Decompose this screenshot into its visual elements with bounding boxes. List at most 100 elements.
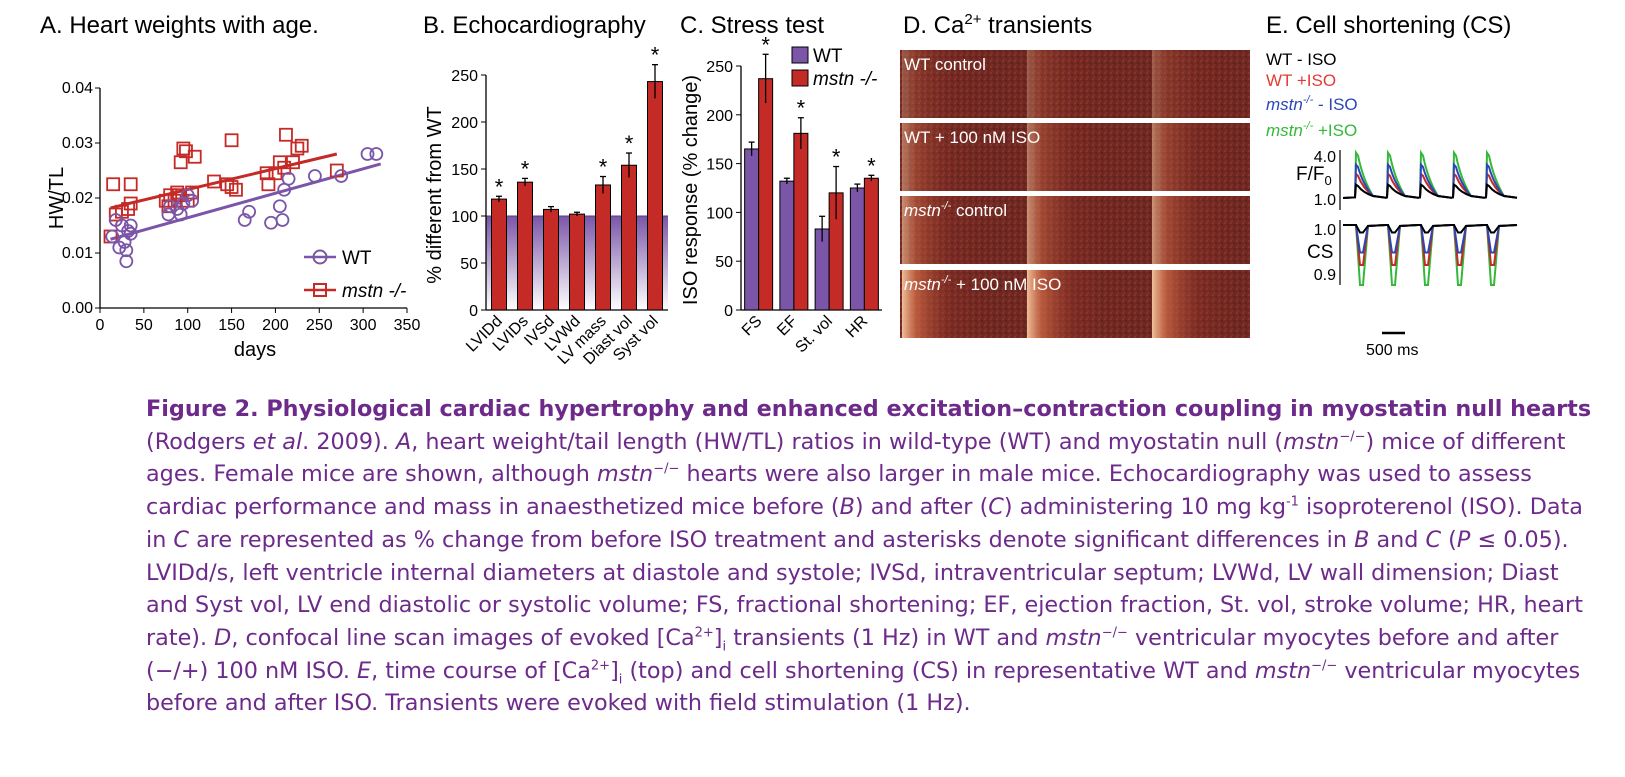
panel-a-xlabel: days bbox=[234, 339, 276, 361]
significance-star: * bbox=[521, 156, 530, 181]
wt-point bbox=[119, 243, 134, 258]
wt-point bbox=[176, 196, 191, 211]
caption-text: isoproterenol (ISO). Data in bbox=[146, 494, 1583, 553]
panel-b: B. Echocardiography % different from WT … bbox=[423, 12, 668, 368]
panel-e-ytick-top-low: 1.0 bbox=[1314, 192, 1336, 209]
calcium-transient bbox=[902, 50, 997, 118]
caption-text: −/− bbox=[1311, 658, 1338, 674]
y-tick-label: 0.04 bbox=[62, 80, 93, 97]
caption-text: , confocal line scan images of evoked [C… bbox=[231, 624, 695, 651]
calcium-transient bbox=[902, 123, 997, 191]
caption-text: B bbox=[839, 494, 855, 521]
legend-wt-swatch bbox=[791, 46, 809, 64]
legend-wt-marker bbox=[312, 249, 328, 265]
bar bbox=[543, 208, 559, 311]
caption-text: are represented as % change from before … bbox=[189, 526, 1355, 553]
legend-wt-label: WT bbox=[813, 46, 843, 67]
wt-point bbox=[360, 147, 375, 161]
caption-text: -1 bbox=[1285, 494, 1299, 510]
calcium-transient bbox=[1152, 50, 1247, 118]
legend-ko-swatch bbox=[791, 69, 809, 87]
y-tick-label: 150 bbox=[451, 162, 478, 179]
y-tick-label: 200 bbox=[706, 108, 733, 125]
caption-text: hearts were also larger in male mice. Ec… bbox=[146, 461, 1532, 521]
shortening-trace bbox=[1343, 224, 1518, 234]
ko-fit-line bbox=[110, 152, 338, 210]
calcium-transient bbox=[1027, 196, 1122, 264]
caption-text: ventricular myocytes before and after IS… bbox=[146, 657, 1581, 717]
panel-b-ylabel: % different from WT bbox=[424, 106, 446, 283]
y-tick-label: 100 bbox=[451, 209, 478, 226]
calcium-transient bbox=[902, 270, 997, 338]
panel-c-legend: WT mstn -/- bbox=[791, 46, 877, 90]
caption-text: (top) and cell shortening (CS) in repres… bbox=[622, 657, 1255, 684]
ko-point bbox=[261, 177, 276, 192]
caption-text: . 2009). bbox=[302, 428, 396, 455]
panel-e-ylabel-bottom: CS bbox=[1307, 242, 1333, 263]
significance-star: * bbox=[599, 155, 608, 180]
linescan-label: mstn-/- + 100 nM ISO bbox=[904, 274, 1061, 294]
caption-text: et al bbox=[252, 428, 303, 455]
bar bbox=[517, 181, 533, 311]
caption-text: ) and after ( bbox=[854, 494, 989, 521]
panel-b-title: B. Echocardiography bbox=[423, 12, 646, 39]
legend-ko-label: mstn -/- bbox=[813, 69, 877, 90]
caption-text: ventricular myocytes before and after (−… bbox=[146, 624, 1559, 684]
caption-text: ) administering 10 mg kg bbox=[1003, 494, 1286, 521]
panel-a: A. Heart weights with age. 0 50 100 150 200 2… bbox=[40, 12, 420, 361]
wt-point bbox=[161, 207, 176, 222]
figure-caption: Figure 2. Physiological cardiac hypertro… bbox=[146, 393, 1606, 720]
ko-point bbox=[207, 174, 221, 189]
x-tick-label: 250 bbox=[306, 317, 333, 334]
wt-point bbox=[264, 215, 278, 230]
wt-point bbox=[123, 218, 138, 233]
caption-text: i bbox=[618, 672, 623, 688]
significance-star: * bbox=[651, 43, 660, 68]
ko-point bbox=[187, 149, 202, 164]
wt-point bbox=[242, 204, 257, 219]
x-tick-label: St. vol bbox=[792, 313, 835, 356]
ko-point bbox=[259, 166, 274, 181]
caption-text: −/− bbox=[653, 461, 680, 477]
significance-star: * bbox=[832, 145, 841, 170]
panel-e-ytick-bottom-high: 1.0 bbox=[1314, 222, 1336, 239]
calcium-trace bbox=[1342, 182, 1518, 199]
y-tick-label: 250 bbox=[706, 59, 733, 76]
bar bbox=[491, 198, 507, 311]
bar-ko bbox=[863, 177, 879, 311]
linescan-row: WT control bbox=[900, 50, 1250, 118]
y-tick-label: 200 bbox=[451, 115, 478, 132]
y-tick-label: 250 bbox=[451, 68, 478, 85]
caption-text: ] bbox=[713, 624, 723, 651]
wt-point bbox=[185, 193, 200, 208]
x-tick-label: 350 bbox=[394, 317, 421, 334]
calcium-transient bbox=[1152, 196, 1247, 264]
panel-e-title: E. Cell shortening (CS) bbox=[1266, 12, 1511, 39]
calcium-transient bbox=[1152, 123, 1247, 191]
scale-bar-label: 500 ms bbox=[1366, 342, 1418, 359]
ko-point bbox=[176, 141, 191, 156]
wt-point bbox=[275, 213, 290, 227]
x-tick-label: 0 bbox=[96, 317, 105, 334]
panel-e-legend: WT - ISO WT +ISO mstn-/- - ISO mstn-/- +… bbox=[1266, 50, 1358, 140]
panel-c-title: C. Stress test bbox=[680, 12, 824, 39]
ko-point bbox=[123, 177, 138, 192]
legend-ko-marker bbox=[313, 283, 327, 297]
significance-star: * bbox=[797, 96, 806, 121]
panel-e: E. Cell shortening (CS) WT - ISO WT +ISO… bbox=[1266, 12, 1518, 359]
y-tick-label: 0 bbox=[724, 303, 733, 320]
panel-a-title: A. Heart weights with age. bbox=[40, 12, 319, 39]
caption-text: −/− bbox=[1101, 625, 1128, 641]
caption-text: P bbox=[1456, 526, 1471, 553]
caption-text: C bbox=[173, 526, 189, 553]
ko-point bbox=[279, 127, 293, 142]
caption-text: C bbox=[1425, 526, 1442, 553]
wt-point bbox=[307, 169, 322, 183]
wt-point bbox=[369, 147, 384, 161]
linescan-row: WT + 100 nM ISO bbox=[900, 123, 1250, 191]
caption-text: 2+ bbox=[590, 658, 611, 674]
caption-lead: Figure 2. Physiological cardiac hypertro… bbox=[146, 396, 1592, 422]
caption-text: transients (1 Hz) in WT and bbox=[726, 624, 1046, 651]
y-tick-label: 50 bbox=[715, 254, 733, 271]
x-tick-label: 150 bbox=[218, 317, 245, 334]
